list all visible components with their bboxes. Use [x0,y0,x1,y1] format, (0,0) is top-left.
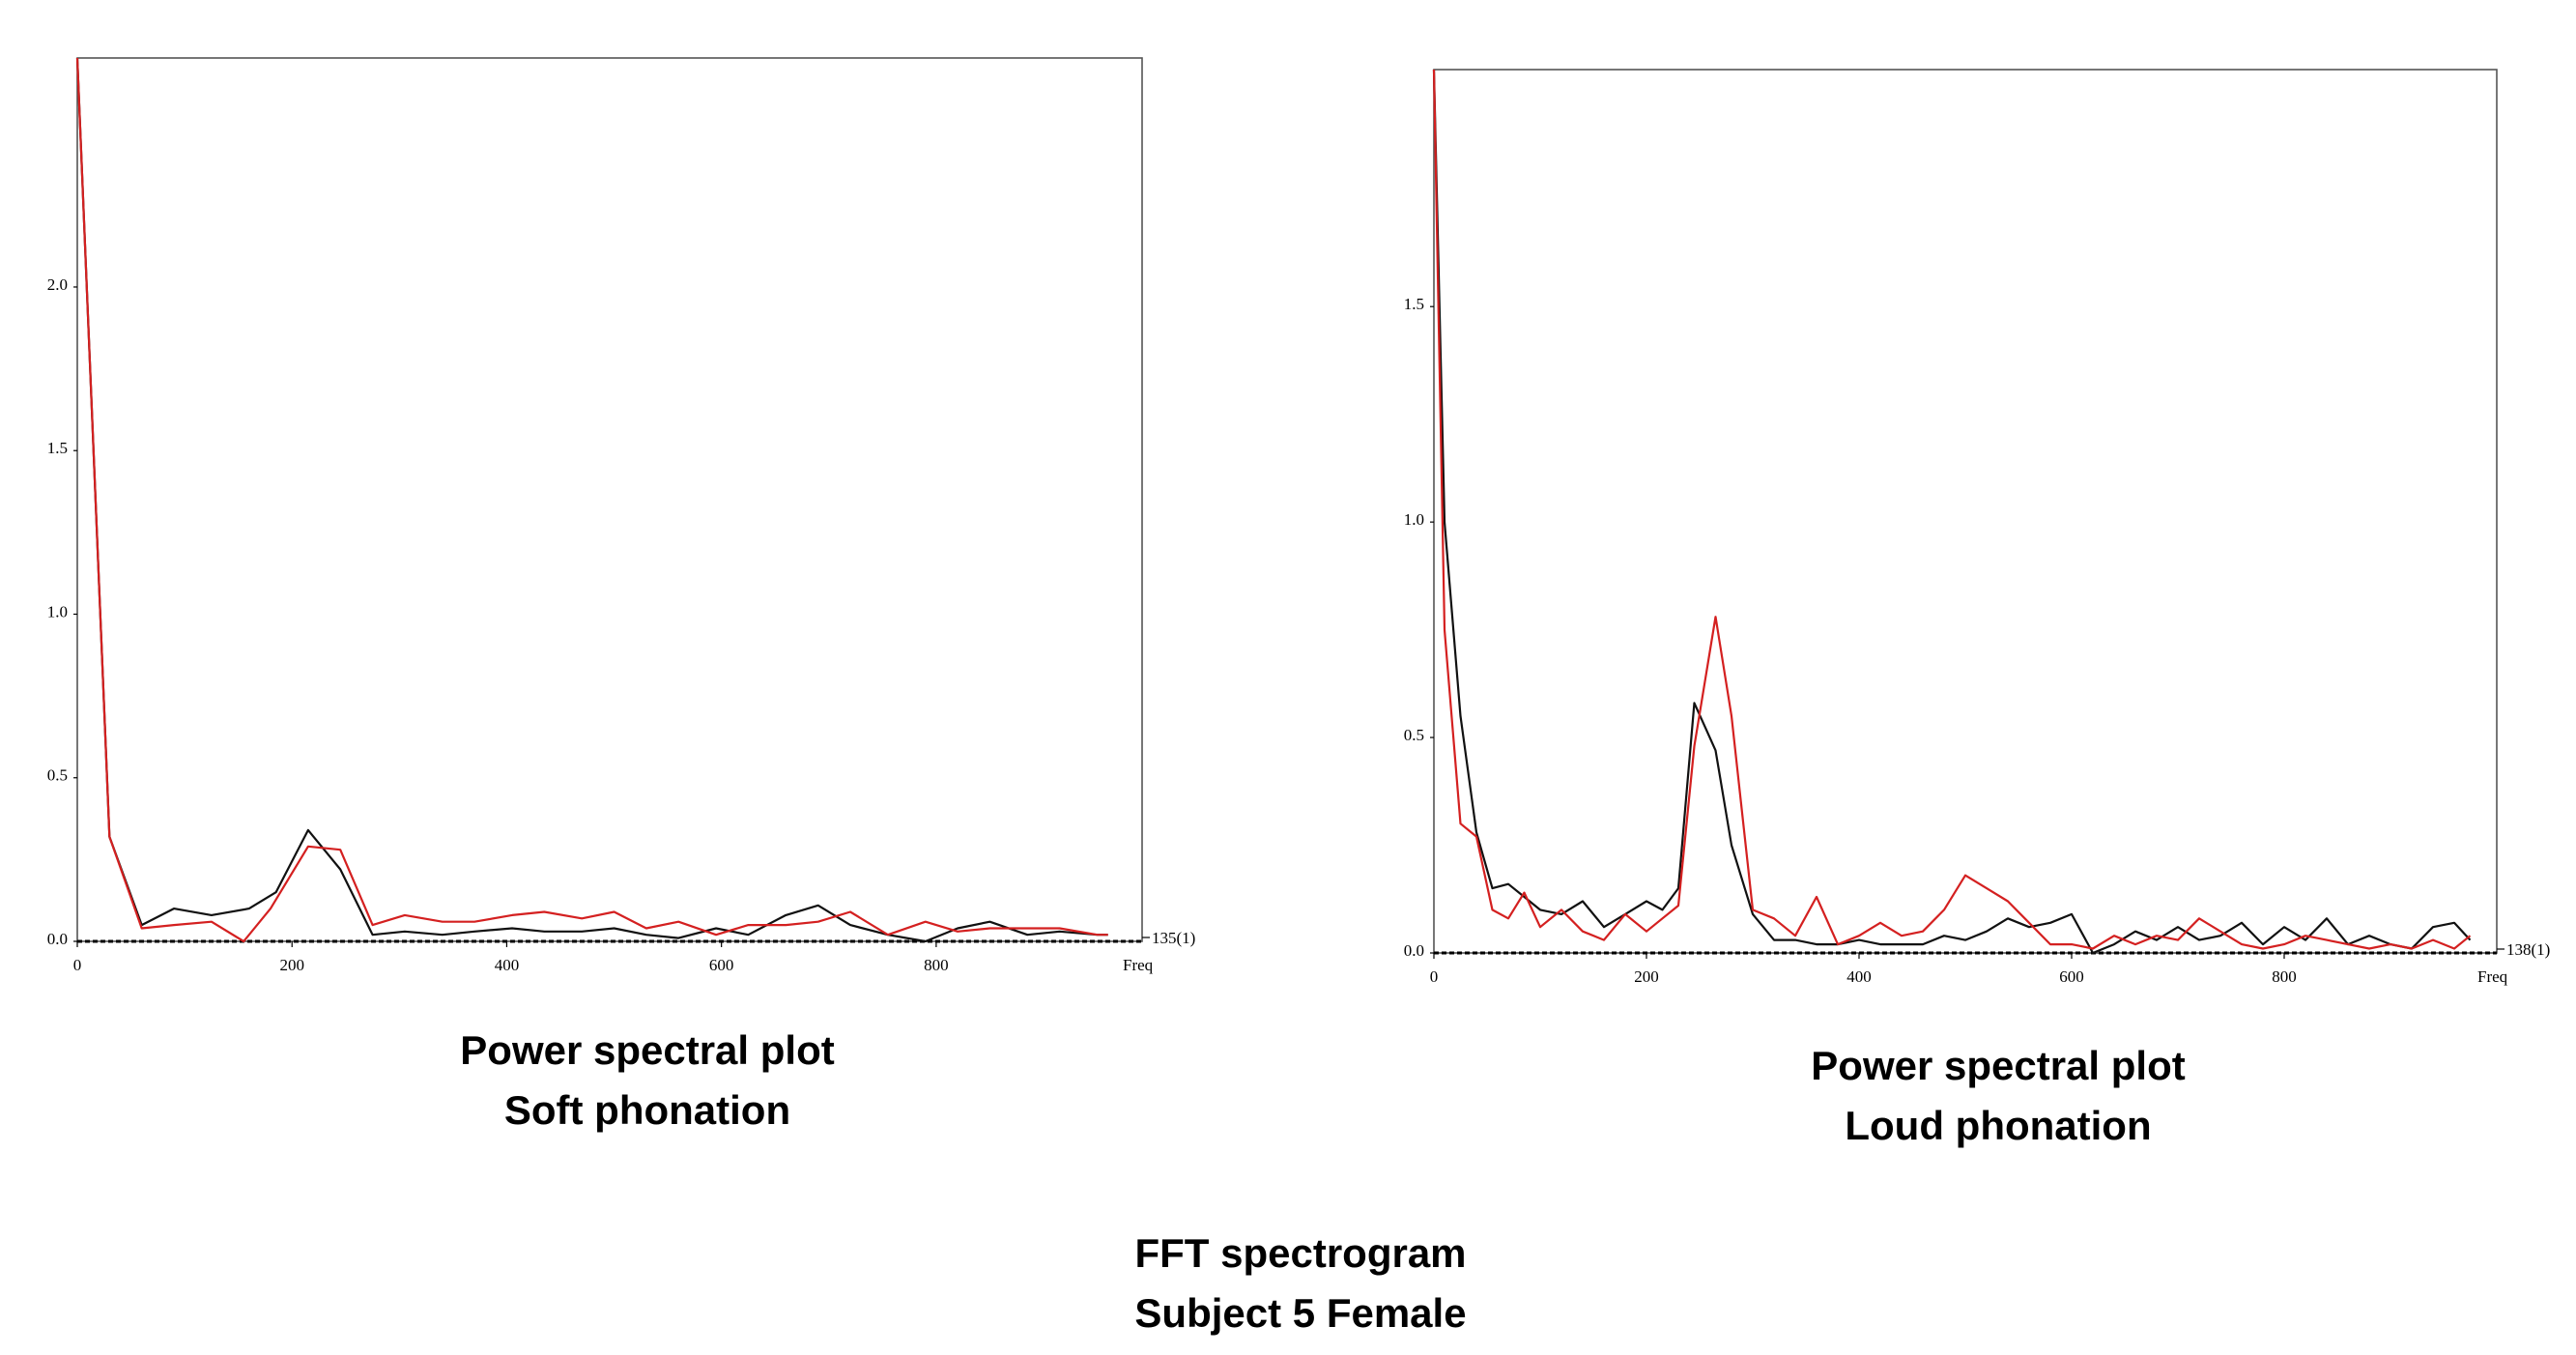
loud-xtick-label: 800 [2272,967,2297,986]
soft-caption-line1: Power spectral plot [460,1027,835,1073]
loud-ytick-label: 1.5 [1404,295,1424,313]
loud-xtick-label: 400 [1846,967,1872,986]
soft-ytick-label: 1.5 [47,439,68,457]
figure-title: FFT spectrogram Subject 5 Female [1011,1224,1590,1343]
loud-xtick-label: 600 [2059,967,2084,986]
soft-ytick-label: 0.0 [47,930,68,948]
loud-ytick-label: 0.0 [1404,941,1424,960]
soft-ytick-label: 0.5 [47,766,68,785]
figure-title-line1: FFT spectrogram [1134,1230,1467,1276]
figure-title-line2: Subject 5 Female [1134,1290,1467,1336]
loud-caption-line1: Power spectral plot [1811,1043,2186,1088]
loud-xtick-label: 200 [1634,967,1659,986]
soft-xaxis-label: Freq [1123,956,1154,974]
loud-xtick-label: 0 [1430,967,1439,986]
soft-xtick-label: 0 [73,956,82,974]
soft-plot-frame [76,57,1143,942]
loud-caption-line2: Loud phonation [1845,1103,2152,1148]
loud-phonation-caption: Power spectral plot Loud phonation [1708,1036,2288,1156]
soft-x-end-label: 135(1) [1152,929,1195,947]
loud-series-black-line [1432,69,2472,955]
soft-caption-line2: Soft phonation [503,1087,791,1133]
soft-ytick-label: 2.0 [47,275,68,294]
soft-series-red-line [75,57,1108,943]
soft-phonation-caption: Power spectral plot Soft phonation [358,1021,937,1140]
loud-x-end-label: 138(1) [2506,940,2550,959]
loud-phonation-chart: 0.0 0.5 1.0 1.5 0 200 400 600 800 138(1) Freq [1404,69,2550,986]
loud-series-red-line [1432,69,2472,950]
soft-xtick-label: 400 [495,956,520,974]
loud-xaxis-label: Freq [2477,967,2508,986]
soft-phonation-chart: 0.0 0.5 1.0 1.5 2.0 0 200 400 600 800 135(1) Freq [47,57,1195,974]
soft-xtick-label: 200 [279,956,304,974]
loud-ytick-label: 1.0 [1404,510,1424,529]
soft-xtick-label: 800 [924,956,949,974]
loud-plot-frame [1433,69,2498,954]
soft-xtick-label: 600 [709,956,734,974]
soft-series-black-line [75,57,1108,943]
soft-ytick-label: 1.0 [47,602,68,620]
loud-ytick-label: 0.5 [1404,726,1424,744]
